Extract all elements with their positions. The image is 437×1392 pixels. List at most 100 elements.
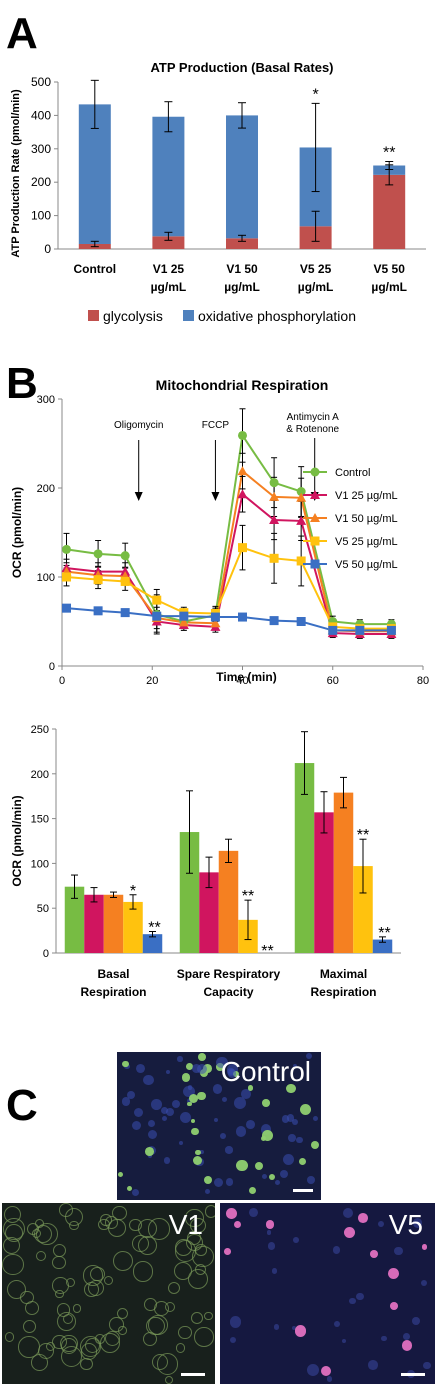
- bar-glycolysis: [373, 174, 406, 249]
- data-point: [328, 625, 338, 635]
- cell: [333, 1321, 340, 1328]
- mitochondrial-respiration-chart: Mitochondrial Respiration 0 100 200 300 0 20 40…: [10, 377, 429, 687]
- y-tick-label: 250: [31, 724, 49, 736]
- bar: [314, 812, 334, 953]
- cell: [179, 1111, 192, 1124]
- cell: [144, 1298, 158, 1311]
- cell: [198, 1053, 207, 1061]
- cell: [296, 1136, 303, 1144]
- cell: [109, 1316, 124, 1332]
- injection-arrowhead: [211, 492, 220, 501]
- cell: [343, 1226, 355, 1238]
- data-point: [269, 478, 279, 488]
- cell: [178, 1140, 184, 1145]
- x-tick-label: Respiration: [310, 985, 376, 999]
- cell: [279, 1169, 288, 1179]
- data-point: [238, 543, 247, 553]
- legend-label: V5 25 µg/mL: [335, 536, 398, 548]
- injection-label: FCCP: [202, 420, 230, 431]
- cell: [52, 1276, 70, 1294]
- bar: [353, 866, 373, 953]
- y-tick-label: 200: [31, 769, 49, 781]
- cell: [212, 1083, 223, 1094]
- cell: [204, 1311, 213, 1320]
- cell: [214, 1118, 219, 1123]
- y-tick-label: 400: [31, 108, 51, 122]
- legend-label: V1 50 µg/mL: [335, 513, 398, 525]
- bar: [218, 850, 239, 953]
- cell: [204, 1175, 213, 1184]
- cell: [191, 1127, 199, 1136]
- data-point: [386, 625, 396, 635]
- series-line: [66, 492, 392, 635]
- cell: [268, 1173, 275, 1180]
- cell: [233, 1220, 242, 1229]
- data-point: [237, 489, 248, 499]
- cell: [421, 1244, 428, 1250]
- cell: [36, 1223, 58, 1245]
- cell: [147, 1129, 158, 1140]
- cell: [160, 1106, 169, 1115]
- cell: [144, 1146, 154, 1156]
- micrograph-v5: V5: [220, 1203, 435, 1384]
- data-point: [355, 625, 365, 635]
- data-point: [269, 616, 279, 626]
- y-tick-label: 200: [31, 175, 51, 189]
- bar: [333, 792, 354, 953]
- panel-b-label: B: [6, 359, 38, 408]
- cell: [131, 1121, 142, 1131]
- cell: [197, 1091, 206, 1101]
- data-point: [296, 487, 306, 497]
- cell: [332, 1246, 340, 1254]
- cell: [178, 1325, 192, 1340]
- chart-title: Mitochondrial Respiration: [156, 377, 329, 393]
- cell: [220, 1132, 227, 1139]
- x-tick-label: 0: [59, 675, 65, 687]
- cell: [262, 1099, 270, 1108]
- cell: [403, 1333, 411, 1340]
- cell: [342, 1207, 354, 1219]
- cell: [196, 1063, 208, 1075]
- cell: [191, 1064, 201, 1073]
- cell: [133, 1108, 143, 1118]
- cell: [299, 1104, 311, 1116]
- bar: [199, 872, 219, 953]
- scale-bar: [181, 1373, 205, 1376]
- cell: [185, 1208, 204, 1227]
- data-point: [310, 536, 320, 546]
- cell: [412, 1317, 421, 1325]
- cell: [229, 1316, 241, 1328]
- cell: [381, 1335, 387, 1341]
- cell: [193, 1156, 203, 1166]
- cell: [177, 1056, 183, 1062]
- y-tick-label: 200: [37, 483, 55, 495]
- y-axis-label: OCR (pmol/min): [10, 487, 24, 578]
- cell: [25, 1300, 39, 1315]
- cell: [274, 1324, 280, 1330]
- cell: [235, 1126, 247, 1137]
- x-tick-label: V1 25: [153, 262, 185, 276]
- legend-label: oxidative phosphorylation: [198, 308, 356, 324]
- cell: [171, 1100, 180, 1109]
- cell: [271, 1268, 278, 1275]
- bar-oxphos: [226, 115, 258, 239]
- y-tick-label: 150: [31, 814, 49, 826]
- bar: [294, 763, 315, 953]
- x-tick-label: V1 50: [226, 262, 258, 276]
- data-point: [296, 515, 307, 525]
- y-tick-label: 0: [44, 242, 51, 256]
- cell: [100, 1333, 121, 1354]
- data-point: [93, 575, 103, 585]
- cell: [306, 1052, 313, 1060]
- cell: [225, 1146, 233, 1154]
- bar: [84, 894, 104, 953]
- bar-glycolysis: [152, 236, 185, 249]
- y-tick-label: 50: [37, 903, 49, 915]
- cell: [4, 1332, 15, 1343]
- cell: [2, 1254, 24, 1276]
- cell: [388, 1267, 399, 1279]
- cell: [282, 1154, 295, 1166]
- cell: [310, 1140, 320, 1150]
- cell: [38, 1343, 55, 1360]
